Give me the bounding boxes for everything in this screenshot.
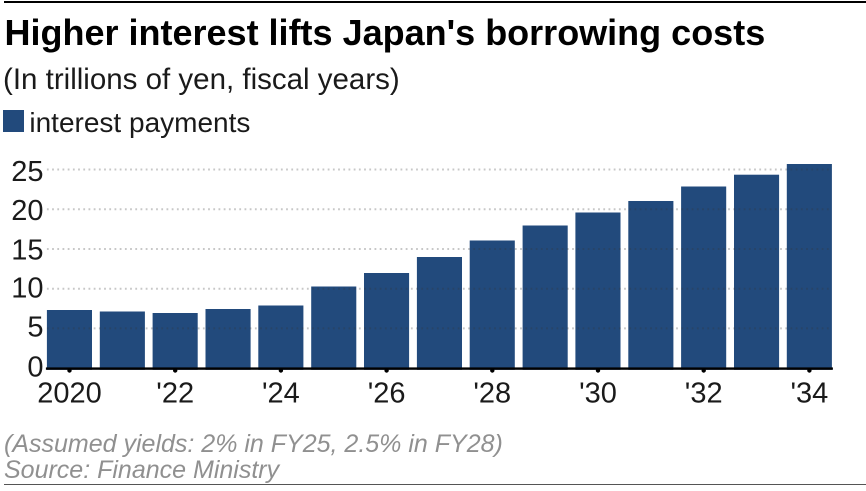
svg-text:'22: '22 xyxy=(156,377,194,409)
svg-text:2020: 2020 xyxy=(37,377,102,409)
svg-text:25: 25 xyxy=(11,156,43,188)
svg-text:10: 10 xyxy=(11,273,43,305)
svg-text:'28: '28 xyxy=(473,377,511,409)
svg-text:15: 15 xyxy=(11,235,43,267)
svg-text:'24: '24 xyxy=(262,377,300,409)
svg-text:20: 20 xyxy=(11,195,43,227)
svg-text:'26: '26 xyxy=(368,377,406,409)
svg-text:5: 5 xyxy=(27,312,43,344)
svg-text:0: 0 xyxy=(27,352,43,384)
svg-text:'34: '34 xyxy=(791,377,829,409)
svg-text:'32: '32 xyxy=(685,377,723,409)
svg-text:'30: '30 xyxy=(579,377,617,409)
